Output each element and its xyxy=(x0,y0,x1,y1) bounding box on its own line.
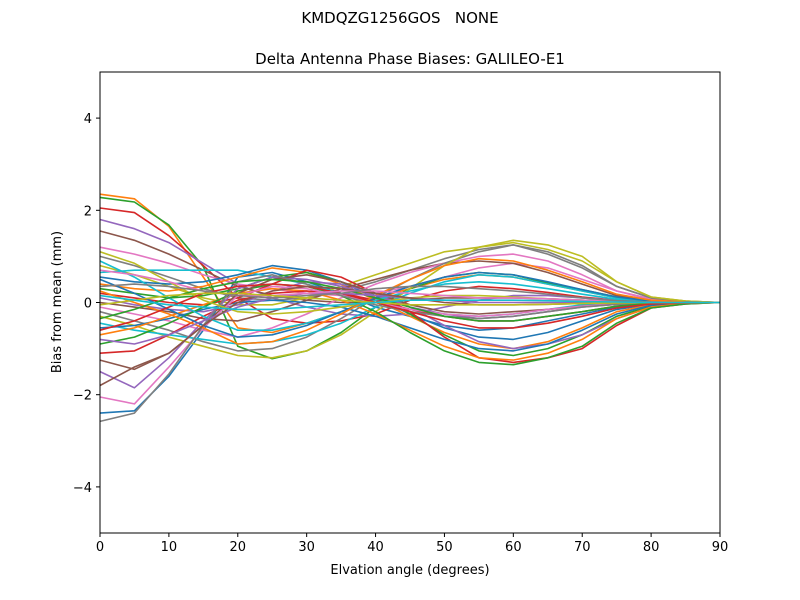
chart-title: Delta Antenna Phase Biases: GALILEO-E1 xyxy=(255,50,565,68)
y-tick-label: 2 xyxy=(84,204,92,219)
x-tick-label: 60 xyxy=(505,540,522,555)
x-tick-label: 90 xyxy=(712,540,729,555)
y-tick-label: −4 xyxy=(73,481,92,496)
x-tick-label: 80 xyxy=(643,540,660,555)
series-line-s32 xyxy=(99,257,721,345)
series-line-s16 xyxy=(99,260,721,322)
x-tick-label: 40 xyxy=(367,540,384,555)
figure-suptitle: KMDQZG1256GOS NONE xyxy=(301,9,499,27)
series-line-s33 xyxy=(99,278,721,322)
x-tick-label: 0 xyxy=(96,540,104,555)
series-line-s40 xyxy=(99,294,720,311)
series-line-s30 xyxy=(99,260,720,332)
x-tick-label: 20 xyxy=(230,540,247,555)
series-line-s38 xyxy=(99,283,720,304)
series-line-s13 xyxy=(99,271,721,357)
series-line-s21 xyxy=(99,299,721,352)
x-tick-label: 70 xyxy=(574,540,591,555)
series-line-s17 xyxy=(99,253,721,338)
series-line-s19 xyxy=(99,239,721,359)
x-tick-label: 30 xyxy=(298,540,315,555)
y-axis-ticks: −4 −2 0 2 4 xyxy=(73,112,100,496)
series-lines xyxy=(99,193,721,423)
y-axis-label: Bias from mean (mm) xyxy=(50,231,65,373)
x-tick-label: 10 xyxy=(161,540,178,555)
x-axis-ticks: 0 10 20 30 40 50 60 70 80 90 xyxy=(96,533,728,555)
series-line-s39 xyxy=(99,292,720,306)
series-line-s12 xyxy=(99,267,721,350)
series-line-s22 xyxy=(99,287,721,361)
y-tick-label: 4 xyxy=(84,112,92,127)
x-tick-label: 50 xyxy=(436,540,453,555)
y-tick-label: 0 xyxy=(84,297,92,312)
y-tick-label: −2 xyxy=(73,389,92,404)
x-axis-label: Elvation angle (degrees) xyxy=(330,563,489,578)
